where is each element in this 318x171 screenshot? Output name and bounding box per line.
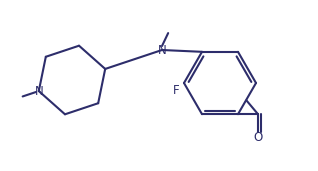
Text: O: O [253, 131, 263, 144]
Text: F: F [173, 84, 179, 97]
Text: N: N [158, 43, 166, 56]
Text: N: N [34, 85, 43, 98]
